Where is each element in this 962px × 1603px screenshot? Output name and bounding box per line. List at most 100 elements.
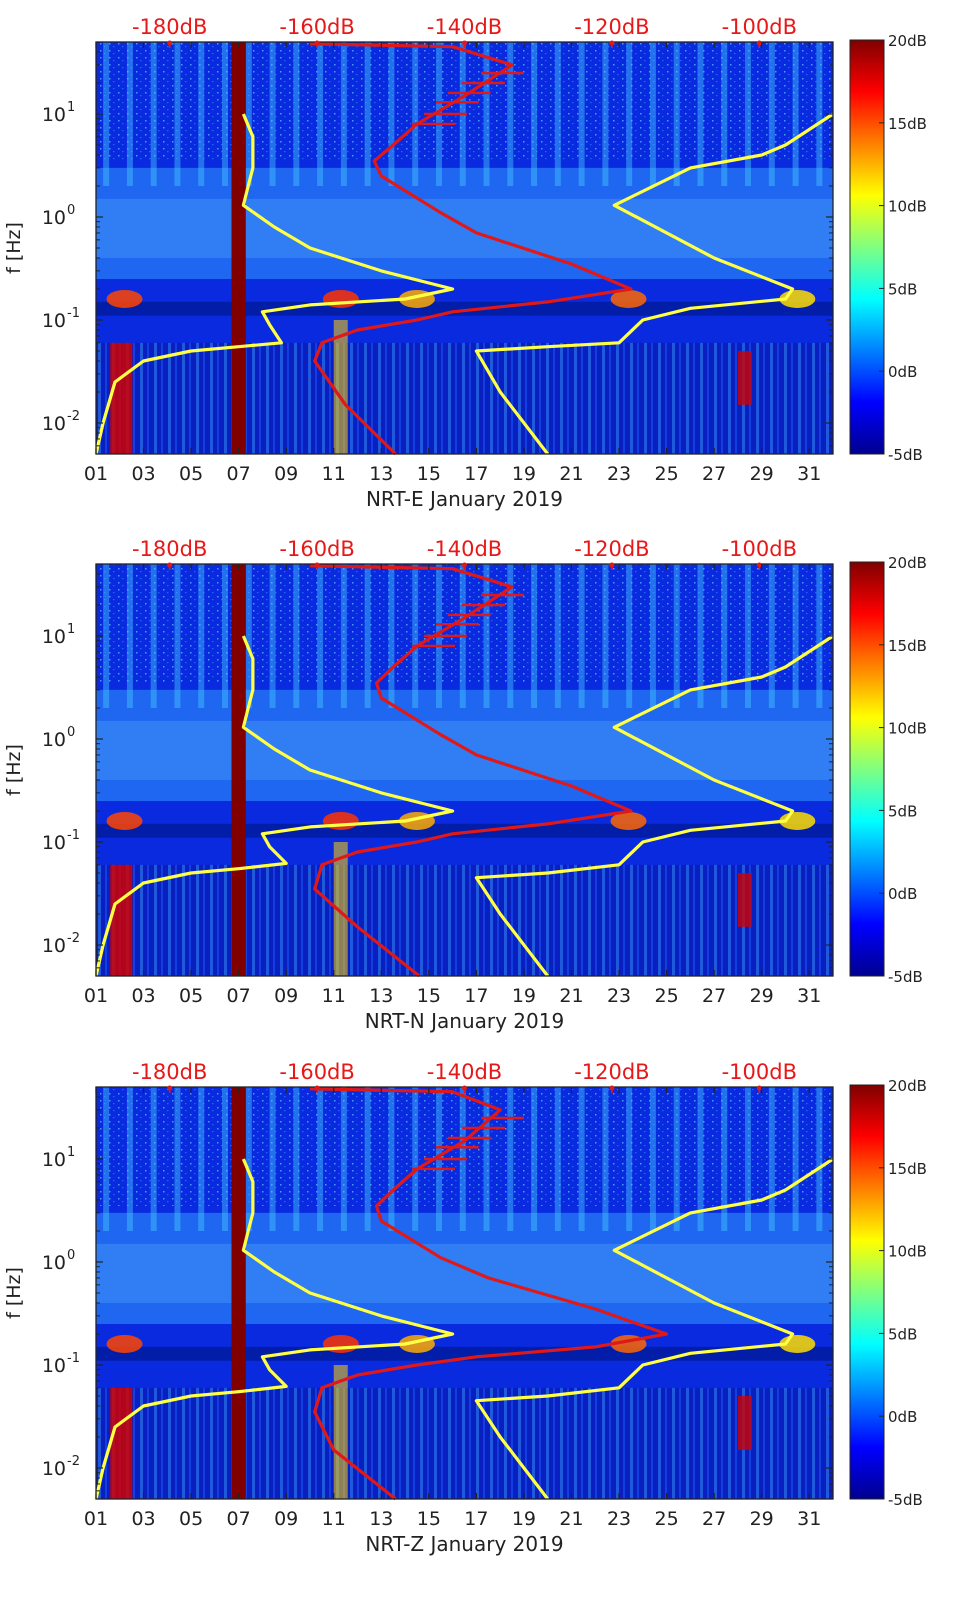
x-tick-label: 05: [179, 463, 203, 485]
yellow-curve-2: [474, 1157, 834, 1500]
colorbar-tick-label: 5dB: [888, 280, 917, 298]
top-tick-label: -120dB: [574, 1060, 649, 1084]
x-tick-label: 03: [131, 985, 155, 1007]
x-tick-label: 11: [322, 1508, 346, 1530]
x-tick-label: 01: [84, 463, 108, 485]
x-tick-label: 31: [797, 463, 821, 485]
x-tick-label: 17: [464, 985, 488, 1007]
colorbar-tick-label: 15dB: [888, 637, 927, 655]
top-tick-label: -140dB: [427, 537, 502, 561]
top-tick-label: -140dB: [427, 1060, 502, 1084]
red-comb-lines: [412, 71, 524, 126]
y-tick-label: 10: [42, 1355, 66, 1377]
y-tick-exponent: -1: [67, 1351, 80, 1366]
top-tick-label: -160dB: [279, 537, 354, 561]
y-tick-label: 10: [42, 1252, 66, 1274]
top-tick-label: -180dB: [132, 1060, 207, 1084]
colorbar: 20dB 15dB 10dB 5dB 0dB -5dB: [849, 554, 927, 986]
colorbar: 20dB 15dB 10dB 5dB 0dB -5dB: [849, 1077, 927, 1509]
y-axis-label: f [Hz]: [3, 744, 25, 796]
x-tick-label: 13: [369, 1508, 393, 1530]
y-tick-exponent: 1: [67, 622, 75, 637]
red-curve-3: [309, 1087, 669, 1501]
x-tick-label: 07: [227, 463, 251, 485]
x-tick-label: 05: [179, 1508, 203, 1530]
x-tick-label: 19: [512, 463, 536, 485]
x-tick-label: 29: [750, 1508, 774, 1530]
top-tick-label: -120dB: [574, 537, 649, 561]
yellow-curve-1: [94, 1158, 455, 1500]
y-axis-label: f [Hz]: [3, 222, 25, 274]
x-tick-label: 19: [512, 985, 536, 1007]
x-tick-label: 01: [84, 1508, 108, 1530]
x-tick-label: 01: [84, 985, 108, 1007]
colorbar-tick-label: 15dB: [888, 1160, 927, 1178]
x-tick-label: 03: [131, 1508, 155, 1530]
spectrogram-image: [96, 42, 833, 454]
x-tick-label: 21: [559, 985, 583, 1007]
y-tick-exponent: 1: [67, 100, 75, 115]
x-tick-label: 15: [417, 985, 441, 1007]
y-axis-label: f [Hz]: [3, 1267, 25, 1319]
y-tick-exponent: -2: [67, 1454, 80, 1469]
x-tick-label: 27: [702, 985, 726, 1007]
x-tick-label: 15: [417, 1508, 441, 1530]
colorbar-tick-label: 0dB: [888, 363, 917, 381]
y-tick-label: 10: [42, 310, 66, 332]
x-tick-label: 29: [750, 463, 774, 485]
red-comb-lines: [412, 1116, 524, 1171]
x-tick-label: 03: [131, 463, 155, 485]
x-axis-label: NRT-E January 2019: [366, 487, 563, 511]
colorbar-tick-label: 5dB: [888, 1325, 917, 1343]
x-tick-label: 11: [322, 985, 346, 1007]
colorbar-tick-label: 15dB: [888, 115, 927, 133]
y-tick-label: 10: [42, 1458, 66, 1480]
top-tick-label: -100dB: [722, 1060, 797, 1084]
top-tick-label: -160dB: [279, 1060, 354, 1084]
x-tick-label: 23: [607, 463, 631, 485]
y-tick-label: 10: [42, 832, 66, 854]
top-tick-label: -140dB: [427, 15, 502, 39]
y-tick-label: 10: [42, 104, 66, 126]
x-tick-label: 31: [797, 1508, 821, 1530]
x-tick-label: 19: [512, 1508, 536, 1530]
x-tick-label: 07: [227, 1508, 251, 1530]
y-tick-label: 10: [42, 1149, 66, 1171]
y-tick-exponent: -2: [67, 931, 80, 946]
y-tick-exponent: 0: [67, 1248, 75, 1263]
top-tick-label: -180dB: [132, 537, 207, 561]
yellow-curve-1: [94, 113, 455, 455]
x-tick-label: 09: [274, 463, 298, 485]
y-tick-label: 10: [42, 626, 66, 648]
x-tick-label: 31: [797, 985, 821, 1007]
colorbar-tick-label: 10dB: [888, 720, 927, 738]
red-curve-3: [309, 42, 633, 456]
yellow-curve-1: [94, 635, 455, 977]
y-tick-exponent: 0: [67, 203, 75, 218]
x-axis-label: NRT-Z January 2019: [365, 1532, 563, 1556]
x-tick-label: 17: [464, 1508, 488, 1530]
spectrogram-image: [96, 564, 833, 976]
top-tick-label: -160dB: [279, 15, 354, 39]
y-tick-label: 10: [42, 207, 66, 229]
spectrogram-image: [96, 1087, 833, 1499]
x-axis-label: NRT-N January 2019: [365, 1009, 564, 1033]
x-tick-label: 23: [607, 985, 631, 1007]
x-tick-label: 23: [607, 1508, 631, 1530]
colorbar-tick-label: 20dB: [888, 554, 927, 572]
colorbar-tick-label: -5dB: [888, 968, 923, 986]
x-tick-label: 11: [322, 463, 346, 485]
y-tick-label: 10: [42, 935, 66, 957]
x-tick-label: 09: [274, 985, 298, 1007]
x-tick-label: 17: [464, 463, 488, 485]
x-tick-label: 05: [179, 985, 203, 1007]
y-tick-label: 10: [42, 413, 66, 435]
x-tick-label: 09: [274, 1508, 298, 1530]
colorbar-tick-label: 0dB: [888, 1408, 917, 1426]
x-tick-label: 25: [654, 1508, 678, 1530]
x-tick-label: 07: [227, 985, 251, 1007]
colorbar-tick-label: 20dB: [888, 32, 927, 50]
